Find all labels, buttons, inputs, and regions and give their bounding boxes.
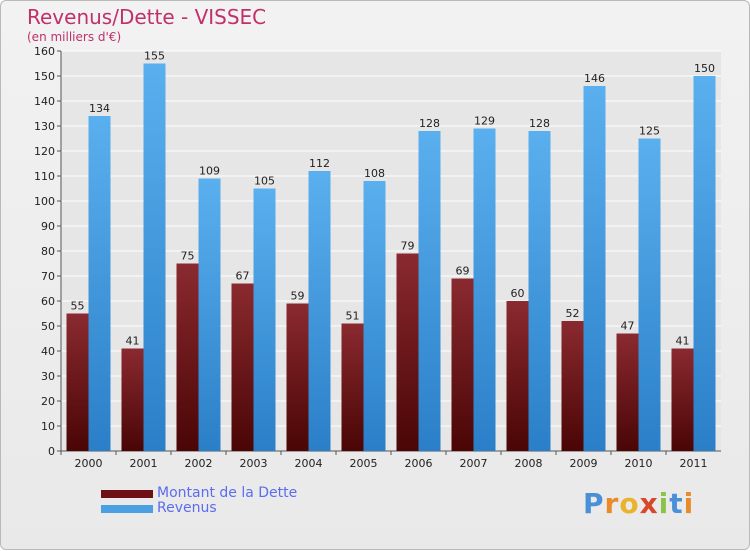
- y-tick-label: 120: [34, 145, 55, 158]
- y-tick-label: 70: [41, 270, 55, 283]
- bar-revenus: [528, 131, 551, 451]
- bar-revenus: [198, 178, 221, 451]
- bar-revenus: [473, 128, 496, 451]
- data-label: 41: [676, 335, 690, 348]
- data-label: 60: [511, 287, 525, 300]
- proxiti-logo: Proxiti: [583, 487, 694, 520]
- y-tick-label: 30: [41, 370, 55, 383]
- y-tick-label: 10: [41, 420, 55, 433]
- logo-letter: o: [619, 487, 640, 520]
- data-label: 52: [566, 307, 580, 320]
- x-tick-label: 2011: [680, 457, 708, 470]
- data-label: 105: [254, 175, 275, 188]
- y-tick-label: 50: [41, 320, 55, 333]
- y-tick-label: 130: [34, 120, 55, 133]
- x-tick-label: 2001: [130, 457, 158, 470]
- bar-revenus: [693, 76, 716, 451]
- bar-dette: [66, 313, 89, 451]
- bar-revenus: [638, 138, 661, 451]
- bar-dette: [341, 323, 364, 451]
- legend-swatch-revenus: [101, 505, 153, 513]
- data-label: 109: [199, 165, 220, 178]
- bar-dette: [396, 253, 419, 451]
- logo-letter: x: [639, 487, 659, 520]
- bar-revenus: [88, 116, 111, 451]
- data-label: 55: [71, 300, 85, 313]
- y-tick-label: 20: [41, 395, 55, 408]
- data-label: 69: [456, 265, 470, 278]
- y-tick-label: 100: [34, 195, 55, 208]
- bar-dette: [231, 283, 254, 451]
- bar-revenus: [363, 181, 386, 451]
- bar-revenus: [308, 171, 331, 451]
- bar-dette: [176, 263, 199, 451]
- data-label: 59: [291, 290, 305, 303]
- y-tick-label: 80: [41, 245, 55, 258]
- x-tick-label: 2003: [240, 457, 268, 470]
- bar-dette: [561, 321, 584, 451]
- legend-label-dette: Montant de la Dette: [157, 485, 298, 501]
- x-tick-label: 2007: [460, 457, 488, 470]
- x-tick-label: 2002: [185, 457, 213, 470]
- y-tick-label: 150: [34, 70, 55, 83]
- data-label: 150: [694, 62, 715, 75]
- data-label: 67: [236, 270, 250, 283]
- data-label: 128: [529, 117, 550, 130]
- x-tick-label: 2004: [295, 457, 323, 470]
- bar-dette: [671, 348, 694, 451]
- data-label: 129: [474, 115, 495, 128]
- logo-letter: i: [658, 487, 670, 520]
- chart-title: Revenus/Dette - VISSEC: [27, 5, 267, 29]
- bar-dette: [616, 333, 639, 451]
- data-label: 79: [401, 240, 415, 253]
- logo-letter: t: [669, 487, 684, 520]
- bar-dette: [121, 348, 144, 451]
- logo-letter: r: [604, 487, 620, 520]
- data-label: 128: [419, 117, 440, 130]
- bar-revenus: [253, 188, 276, 451]
- data-label: 112: [309, 157, 330, 170]
- bar-revenus: [418, 131, 441, 451]
- x-tick-label: 2000: [75, 457, 103, 470]
- data-label: 47: [621, 320, 635, 333]
- data-label: 146: [584, 72, 605, 85]
- y-tick-label: 110: [34, 170, 55, 183]
- bar-revenus: [583, 86, 606, 451]
- data-label: 155: [144, 50, 165, 63]
- y-tick-label: 90: [41, 220, 55, 233]
- bar-dette: [286, 303, 309, 451]
- bar-revenus: [143, 63, 166, 451]
- x-tick-label: 2006: [405, 457, 433, 470]
- data-label: 51: [346, 310, 360, 323]
- x-tick-label: 2008: [515, 457, 543, 470]
- bar-dette: [506, 301, 529, 451]
- legend-label-revenus: Revenus: [157, 500, 217, 516]
- logo-letter: i: [683, 487, 695, 520]
- data-label: 125: [639, 125, 660, 138]
- y-tick-label: 160: [34, 45, 55, 58]
- data-label: 41: [126, 335, 140, 348]
- legend-swatch-dette: [101, 490, 153, 498]
- data-label: 134: [89, 102, 110, 115]
- y-tick-label: 0: [48, 445, 55, 458]
- chart-subtitle: (en milliers d'€): [27, 30, 122, 44]
- data-label: 75: [181, 250, 195, 263]
- y-tick-label: 60: [41, 295, 55, 308]
- y-tick-label: 140: [34, 95, 55, 108]
- data-label: 108: [364, 167, 385, 180]
- bar-dette: [451, 278, 474, 451]
- logo-letter: P: [583, 487, 605, 520]
- x-tick-label: 2010: [625, 457, 653, 470]
- x-tick-label: 2009: [570, 457, 598, 470]
- x-tick-label: 2005: [350, 457, 378, 470]
- y-tick-label: 40: [41, 345, 55, 358]
